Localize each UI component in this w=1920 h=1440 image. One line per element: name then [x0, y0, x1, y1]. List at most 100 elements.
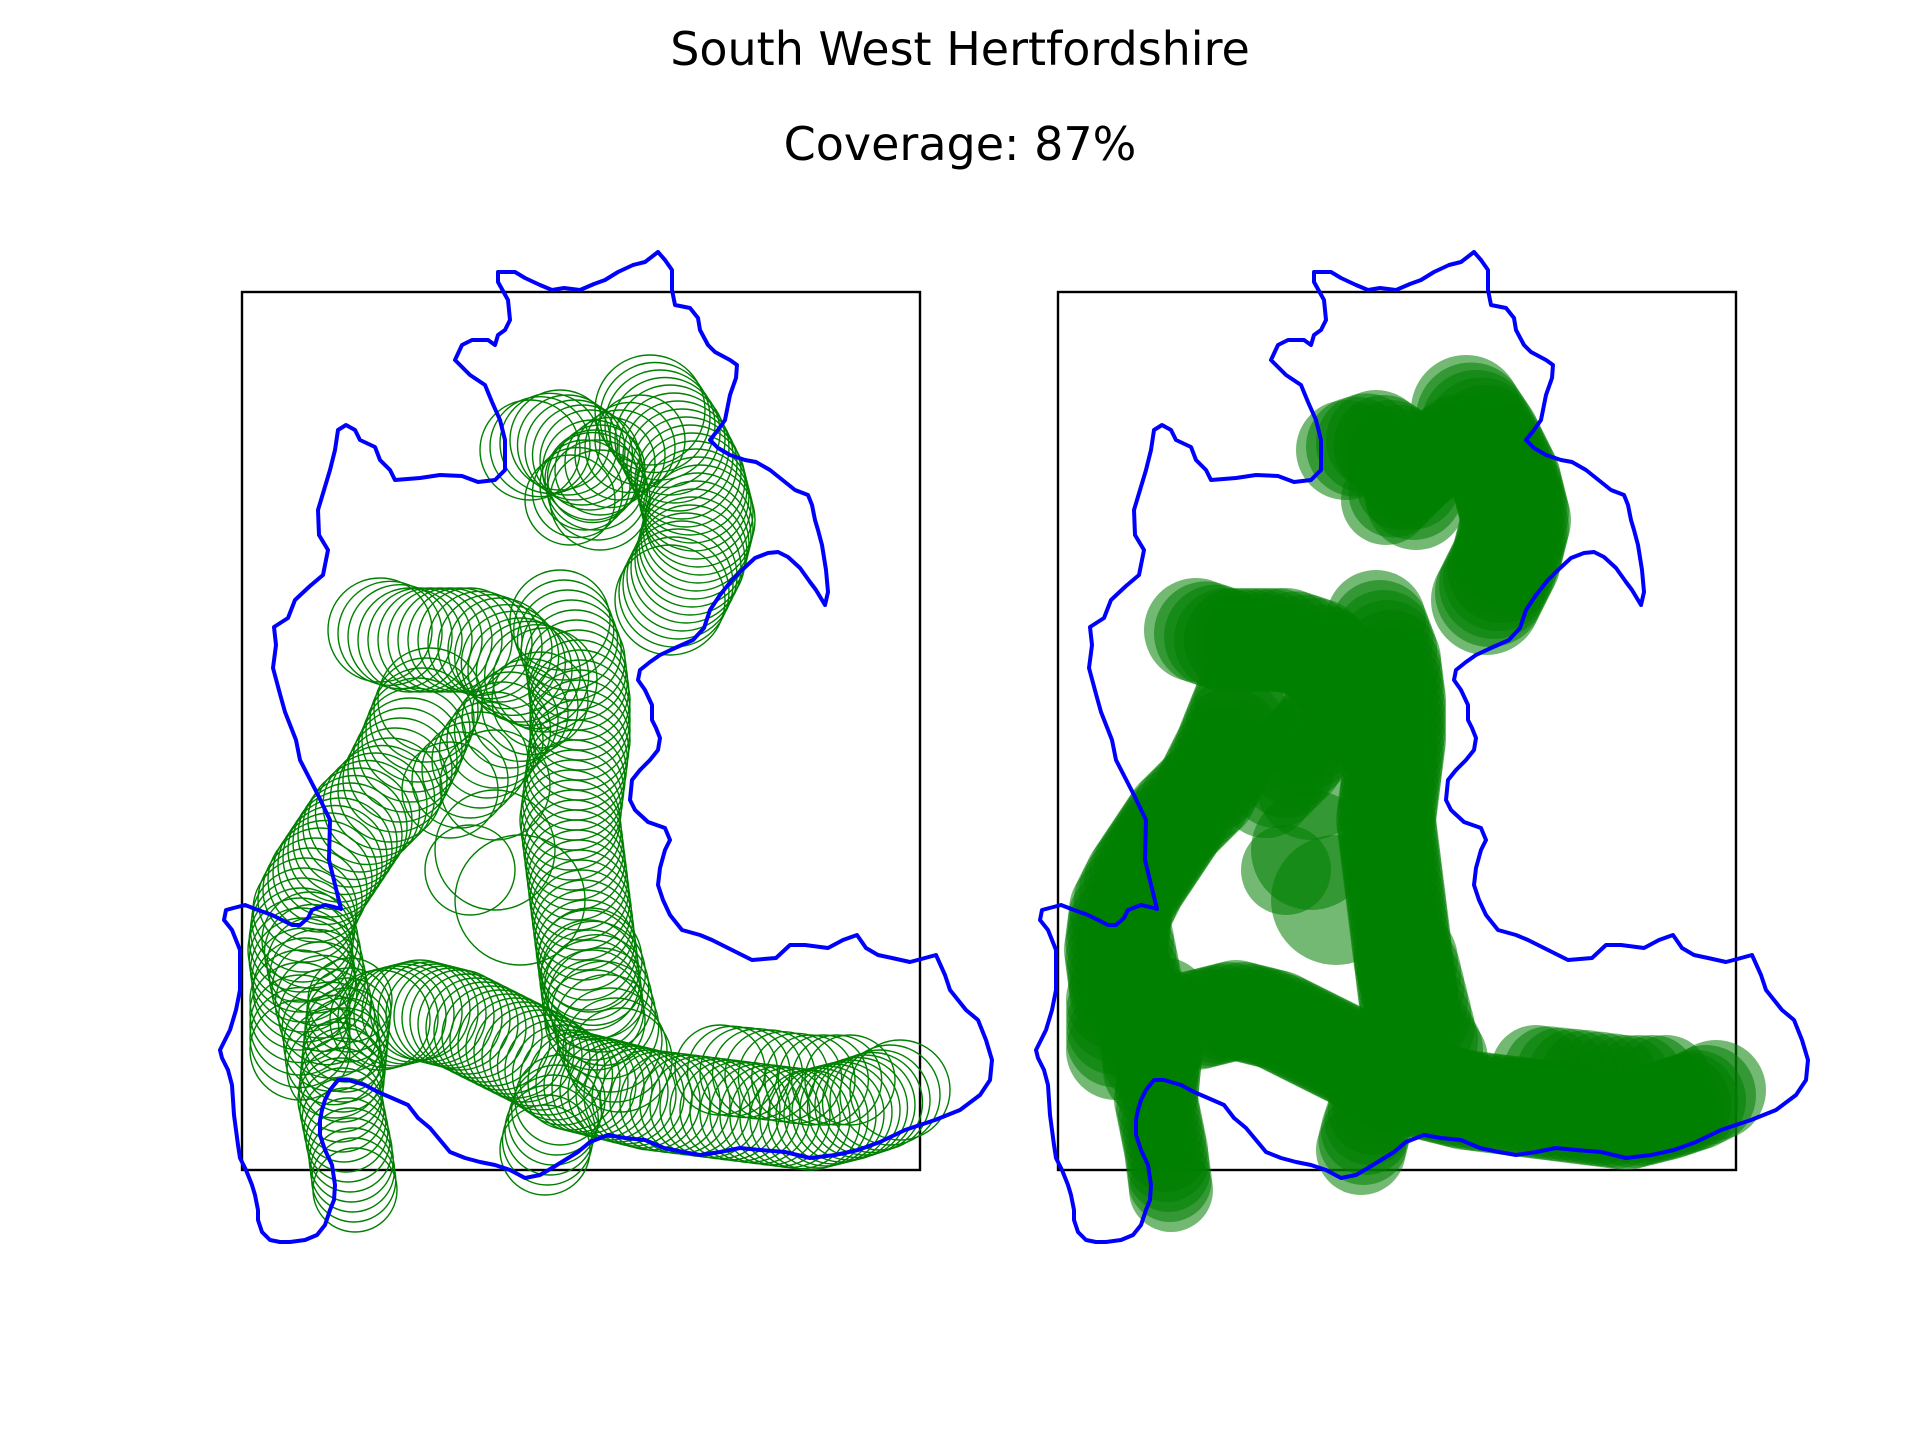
coverage-circle — [329, 744, 436, 851]
coverage-circle — [567, 1007, 673, 1113]
coverage-circle — [337, 580, 443, 687]
coverage-circle — [609, 376, 721, 489]
coverage-circle — [277, 967, 376, 1066]
coverage-circle — [562, 997, 668, 1103]
coverage-circle — [489, 395, 591, 498]
panel-outline-circles — [218, 250, 994, 1244]
coverage-circle — [553, 973, 660, 1080]
coverage-circle — [524, 454, 616, 546]
coverage-circle — [481, 1005, 583, 1107]
coverage-circle — [764, 1034, 856, 1126]
coverage-circle — [438, 701, 537, 799]
coverage-circle — [427, 590, 533, 697]
coverage-circle — [454, 834, 586, 966]
coverage-circle — [642, 456, 754, 568]
coverage-circle — [804, 1034, 896, 1126]
coverage-circle — [564, 416, 656, 509]
coverage-circle — [299, 1067, 385, 1153]
coverage-circle — [491, 651, 589, 749]
panel-filled-circles — [1034, 250, 1810, 1244]
coverage-circle — [529, 669, 631, 771]
coverage-circle — [361, 961, 463, 1063]
coverage-circle — [307, 767, 413, 873]
coverage-circle — [401, 967, 503, 1069]
coverage-circle — [369, 667, 475, 773]
coverage-circle — [297, 782, 403, 888]
coverage-circle — [1316, 1105, 1406, 1195]
coverage-circle — [539, 409, 641, 511]
coverage-circle — [1621, 1035, 1711, 1125]
coverage-circle — [465, 997, 567, 1099]
coverage-circle — [249, 986, 351, 1089]
coverage-circle — [266, 916, 364, 1014]
filled-coverage-circles — [1064, 355, 1766, 1232]
coverage-circle — [594, 394, 686, 486]
coverage-circle — [594, 354, 706, 466]
coverage-circle — [1241, 825, 1331, 915]
coverage-circle — [377, 587, 483, 693]
coverage-circle — [460, 610, 567, 717]
coverage-circle — [626, 408, 738, 520]
outline-coverage-circles — [247, 354, 951, 1233]
coverage-circle — [516, 394, 619, 496]
coverage-circle — [377, 647, 483, 753]
coverage-circle — [434, 789, 556, 911]
coverage-circle — [424, 824, 516, 916]
coverage-circle — [546, 431, 639, 524]
coverage-circle — [529, 679, 631, 781]
coverage-circle — [1431, 545, 1541, 655]
coverage-circle — [367, 587, 473, 693]
map-title: South West Hertfordshire — [670, 22, 1250, 76]
coverage-circle — [777, 1034, 870, 1126]
coverage-circle — [790, 1034, 883, 1126]
district-boundary — [218, 250, 994, 1244]
coverage-circle — [524, 399, 626, 501]
coverage-circle — [397, 587, 503, 693]
coverage-circle — [353, 963, 455, 1065]
coverage-circle — [544, 969, 646, 1071]
coverage-circle — [337, 737, 443, 843]
coverage-circle — [453, 603, 560, 710]
coverage-circle — [516, 589, 619, 691]
coverage-circle — [630, 512, 742, 624]
coverage-circle — [271, 941, 369, 1039]
coverage-circle — [529, 659, 631, 761]
coverage-circle — [554, 424, 646, 516]
coverage-label: Coverage: 87% — [783, 117, 1137, 171]
coverage-circle — [614, 544, 726, 656]
coverage-circle — [849, 1039, 951, 1141]
coverage-circle — [249, 949, 351, 1051]
coverage-circle — [446, 691, 544, 789]
coverage-circle — [599, 361, 711, 474]
coverage-circle — [638, 488, 750, 600]
coverage-circle — [249, 961, 351, 1064]
coverage-circle — [272, 819, 378, 926]
coverage-circle — [249, 974, 351, 1076]
coverage-circle — [1066, 1000, 1166, 1100]
coverage-circle — [357, 697, 463, 803]
coverage-circle — [1384, 1008, 1488, 1112]
coverage-circle — [342, 727, 448, 833]
coverage-circle — [1341, 455, 1431, 545]
coverage-circle — [314, 759, 421, 866]
coverage-circle — [447, 597, 553, 703]
coverage-circle — [557, 987, 663, 1093]
coverage-circle — [622, 528, 734, 640]
coverage-circle — [267, 827, 373, 933]
coverage-circle — [499, 1104, 591, 1196]
coverage-circle — [303, 1087, 389, 1173]
coverage-circle — [531, 446, 624, 539]
coverage-circle — [453, 681, 552, 779]
coverage-circle — [839, 1044, 941, 1146]
coverage-circle — [387, 587, 493, 693]
coverage-circle — [829, 1049, 931, 1151]
coverage-circle — [263, 903, 362, 1002]
coverage-circle — [510, 1064, 603, 1156]
district-boundary — [1034, 250, 1810, 1244]
coverage-circle — [544, 429, 646, 531]
coverage-circle — [471, 664, 569, 763]
coverage-circle — [640, 448, 752, 560]
coverage-circle — [257, 847, 363, 953]
